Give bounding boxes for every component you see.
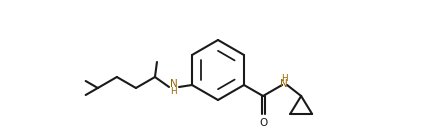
Text: N: N bbox=[170, 79, 178, 89]
Text: H: H bbox=[281, 74, 287, 82]
Text: H: H bbox=[170, 86, 176, 95]
Text: O: O bbox=[259, 118, 267, 128]
Text: N: N bbox=[280, 79, 288, 89]
